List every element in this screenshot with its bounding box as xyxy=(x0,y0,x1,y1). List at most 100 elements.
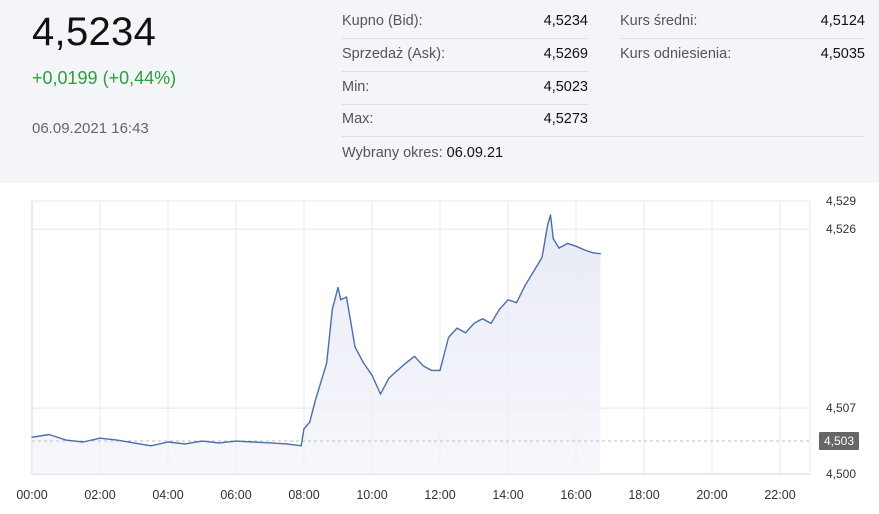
data-point xyxy=(547,223,549,226)
last-value-badge xyxy=(819,432,859,451)
data-point xyxy=(396,369,399,372)
x-tick-label: 18:00 xyxy=(628,488,659,502)
x-tick-label: 08:00 xyxy=(288,488,319,502)
data-point xyxy=(405,362,407,364)
data-point xyxy=(337,287,339,289)
avg-rate-value: 4,5124 xyxy=(820,13,865,29)
selected-period-value: 06.09.21 xyxy=(446,145,504,161)
data-point xyxy=(309,421,311,423)
data-point xyxy=(422,365,424,367)
min-value: 4,5023 xyxy=(543,79,588,95)
data-point xyxy=(31,436,33,438)
x-tick-label: 14:00 xyxy=(492,488,523,502)
data-point xyxy=(447,336,450,339)
x-tick-label: 16:00 xyxy=(560,488,591,502)
data-point xyxy=(150,445,152,447)
data-point xyxy=(490,322,492,324)
data-point xyxy=(286,443,288,445)
data-point xyxy=(326,362,328,364)
y-tick-label: 4,526 xyxy=(826,222,856,236)
x-tick-label: 00:00 xyxy=(16,488,47,502)
max-value: 4,5273 xyxy=(543,111,588,127)
price-chart-card: 00:00 02:00 04:00 06:00 08:00 10:00 12:00 14:00… xyxy=(16,183,879,514)
y-tick-label: 4,507 xyxy=(826,401,856,415)
ask-label: Sprzedaż (Ask): xyxy=(342,46,446,62)
data-point xyxy=(235,440,237,442)
stats-divider xyxy=(620,38,865,39)
x-tick-label: 04:00 xyxy=(152,488,183,502)
data-point xyxy=(532,271,535,273)
series-area xyxy=(32,215,601,474)
bid-label: Kupno (Bid): xyxy=(342,13,423,29)
data-point xyxy=(498,308,501,310)
data-point xyxy=(184,443,186,445)
data-point xyxy=(379,393,382,395)
data-point xyxy=(575,245,577,247)
data-point xyxy=(371,374,373,376)
stats-divider xyxy=(342,71,588,72)
data-point xyxy=(549,214,552,216)
data-point xyxy=(340,299,342,301)
data-point xyxy=(65,439,67,441)
data-point xyxy=(116,439,118,441)
data-point xyxy=(252,441,254,443)
min-label: Min: xyxy=(342,79,370,95)
max-label: Max: xyxy=(342,111,374,127)
data-point xyxy=(354,346,356,348)
quote-timestamp: 06.09.2021 16:43 xyxy=(32,120,149,137)
data-point xyxy=(541,256,543,259)
data-point xyxy=(439,369,441,372)
data-point xyxy=(167,441,169,443)
series-line xyxy=(31,214,601,447)
data-point xyxy=(599,253,601,255)
x-tick-label: 06:00 xyxy=(220,488,251,502)
data-point xyxy=(566,242,569,244)
x-tick-label: 20:00 xyxy=(696,488,727,502)
data-point xyxy=(133,442,135,444)
data-point xyxy=(320,381,322,383)
last-value-label: 4,503 xyxy=(824,434,854,448)
y-tick-label: 4,500 xyxy=(826,467,856,481)
data-point xyxy=(303,428,305,430)
selected-period-label-text: Wybrany okres: xyxy=(342,145,443,161)
data-point xyxy=(269,442,271,444)
y-tick-label: 4,529 xyxy=(826,194,856,208)
price-change: +0,0199 (+0,44%) xyxy=(32,68,177,88)
x-tick-label: 12:00 xyxy=(424,488,455,502)
data-point xyxy=(507,299,509,301)
ask-value: 4,5269 xyxy=(543,46,588,62)
quote-summary-panel: 4,5234 +0,0199 (+0,44%) 06.09.2021 16:43… xyxy=(0,0,879,183)
data-point xyxy=(331,308,333,310)
data-point xyxy=(558,247,560,249)
data-point xyxy=(583,249,586,251)
stats-divider xyxy=(342,104,588,105)
price-chart[interactable]: 00:00 02:00 04:00 06:00 08:00 10:00 12:00 14:00… xyxy=(16,183,879,514)
data-point xyxy=(99,437,101,439)
data-point xyxy=(345,296,348,298)
data-point xyxy=(592,252,594,254)
data-point xyxy=(314,399,316,402)
data-point xyxy=(413,355,416,357)
stats-divider xyxy=(342,136,865,137)
data-point xyxy=(48,433,50,436)
data-point xyxy=(464,332,467,334)
reference-rate-value: 4,5035 xyxy=(820,46,865,62)
data-point xyxy=(218,442,220,444)
data-point xyxy=(552,238,554,240)
x-tick-label: 02:00 xyxy=(84,488,115,502)
data-point xyxy=(82,441,84,443)
current-price: 4,5234 xyxy=(32,10,157,54)
x-tick-label: 10:00 xyxy=(356,488,387,502)
data-point xyxy=(456,327,458,329)
data-point xyxy=(300,445,302,447)
data-point xyxy=(430,369,433,372)
data-point xyxy=(524,285,526,287)
selected-period-label: Wybrany okres: 06.09.21 xyxy=(342,145,503,161)
stats-divider xyxy=(342,38,588,39)
data-point xyxy=(473,322,475,324)
data-point xyxy=(515,302,518,304)
data-point xyxy=(362,362,365,364)
x-tick-label: 22:00 xyxy=(764,488,795,502)
reference-rate-label: Kurs odniesienia: xyxy=(620,46,732,62)
avg-rate-label: Kurs średni: xyxy=(620,13,698,29)
